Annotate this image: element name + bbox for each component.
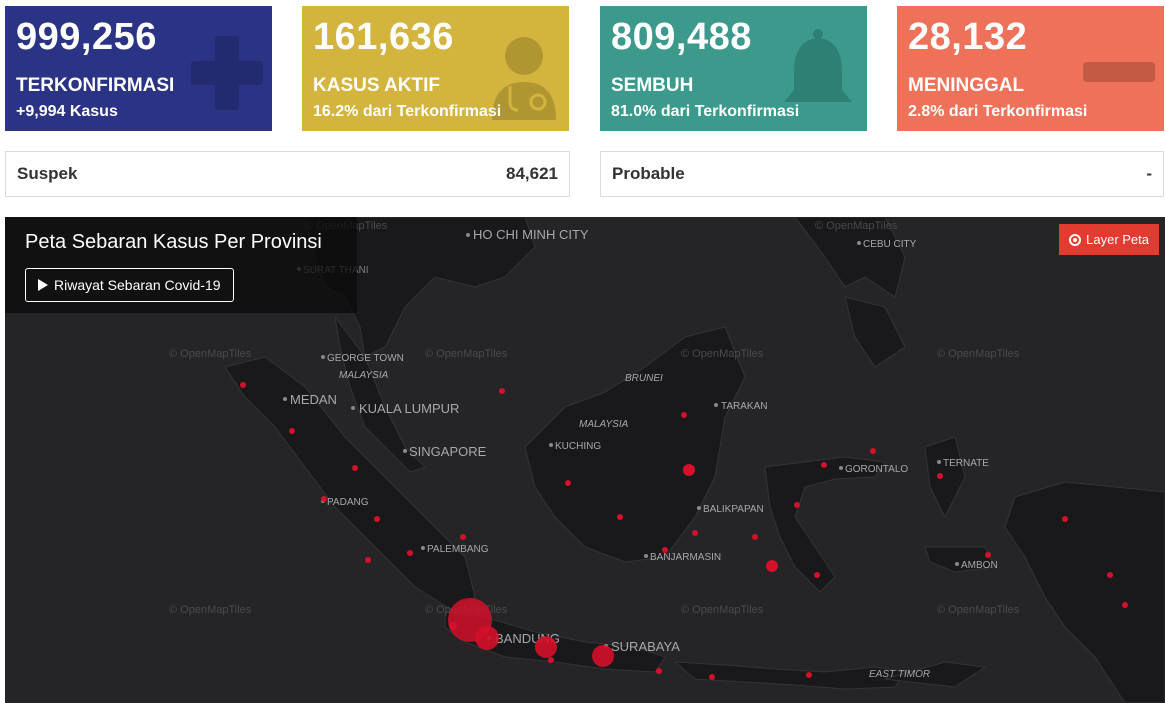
- map-attribution: © OpenMapTiles © OpenMapTiles © OpenMapT…: [169, 220, 1020, 616]
- svg-text:TARAKAN: TARAKAN: [721, 401, 768, 412]
- suspek-value: 84,621: [506, 164, 558, 183]
- svg-text:© OpenMapTiles: © OpenMapTiles: [937, 348, 1020, 360]
- svg-text:MALAYSIA: MALAYSIA: [579, 419, 629, 430]
- recovered-value: 809,488: [611, 16, 752, 58]
- doctor-icon: [492, 37, 556, 120]
- confirmed-value: 999,256: [16, 16, 157, 58]
- svg-text:© OpenMapTiles: © OpenMapTiles: [169, 348, 252, 360]
- probable-value: -: [1146, 164, 1152, 183]
- map-title: Peta Sebaran Kasus Per Provinsi: [25, 231, 322, 253]
- history-button-label: Riwayat Sebaran Covid-19: [54, 277, 221, 293]
- probable-row: Probable -: [600, 151, 1164, 197]
- stat-card-recovered: 809,488 SEMBUH 81.0% dari Terkonfirmasi: [600, 6, 867, 131]
- deaths-sub: 2.8% dari Terkonfirmasi: [908, 103, 1088, 120]
- bell-icon: [784, 29, 852, 102]
- play-icon: [38, 279, 48, 291]
- active-value: 161,636: [313, 16, 454, 58]
- svg-text:© OpenMapTiles: © OpenMapTiles: [169, 604, 252, 616]
- recovered-sub: 81.0% dari Terkonfirmasi: [611, 103, 800, 120]
- svg-text:GORONTALO: GORONTALO: [845, 464, 908, 475]
- case-map[interactable]: © OpenMapTiles © OpenMapTiles © OpenMapT…: [5, 217, 1165, 703]
- svg-text:AMBON: AMBON: [961, 560, 998, 571]
- svg-text:© OpenMapTiles: © OpenMapTiles: [815, 220, 898, 232]
- svg-text:GEORGE TOWN: GEORGE TOWN: [327, 353, 404, 364]
- deaths-value: 28,132: [908, 16, 1028, 58]
- svg-text:© OpenMapTiles: © OpenMapTiles: [681, 348, 764, 360]
- svg-text:HO CHI MINH CITY: HO CHI MINH CITY: [473, 227, 589, 242]
- landmasses: [224, 217, 1165, 703]
- active-sub: 16.2% dari Terkonfirmasi: [313, 103, 502, 120]
- svg-text:© OpenMapTiles: © OpenMapTiles: [937, 604, 1020, 616]
- svg-text:BALIKPAPAN: BALIKPAPAN: [703, 504, 764, 515]
- case-markers: [240, 382, 1128, 680]
- svg-text:TERNATE: TERNATE: [943, 458, 989, 469]
- svg-text:BANJARMASIN: BANJARMASIN: [650, 552, 721, 563]
- svg-text:PADANG: PADANG: [327, 497, 369, 508]
- suspek-row: Suspek 84,621: [5, 151, 570, 197]
- plus-icon: [191, 36, 263, 110]
- svg-text:SURABAYA: SURABAYA: [611, 639, 680, 654]
- svg-text:MEDAN: MEDAN: [290, 392, 337, 407]
- svg-text:KUALA LUMPUR: KUALA LUMPUR: [359, 401, 459, 416]
- stat-card-confirmed: 999,256 TERKONFIRMASI +9,994 Kasus: [5, 6, 272, 131]
- minus-icon: [1083, 62, 1155, 82]
- svg-text:EAST TIMOR: EAST TIMOR: [869, 669, 930, 680]
- map-canvas[interactable]: © OpenMapTiles © OpenMapTiles © OpenMapT…: [5, 217, 1165, 703]
- layers-icon: [1069, 233, 1082, 246]
- recovered-label: SEMBUH: [611, 75, 694, 96]
- svg-text:SINGAPORE: SINGAPORE: [409, 444, 487, 459]
- layer-button[interactable]: Layer Peta: [1059, 224, 1159, 255]
- deaths-label: MENINGGAL: [908, 75, 1025, 96]
- confirmed-label: TERKONFIRMASI: [16, 75, 175, 96]
- stat-card-deaths: 28,132 MENINGGAL 2.8% dari Terkonfirmasi: [897, 6, 1164, 131]
- probable-label: Probable: [612, 164, 685, 183]
- layer-button-label: Layer Peta: [1086, 232, 1149, 247]
- svg-text:PALEMBANG: PALEMBANG: [427, 544, 489, 555]
- svg-text:CEBU CITY: CEBU CITY: [863, 239, 917, 250]
- suspek-label: Suspek: [17, 164, 78, 183]
- stat-card-active: 161,636 KASUS AKTIF 16.2% dari Terkonfir…: [302, 6, 569, 131]
- svg-text:MALAYSIA: MALAYSIA: [339, 370, 389, 381]
- svg-text:© OpenMapTiles: © OpenMapTiles: [425, 348, 508, 360]
- svg-text:BRUNEI: BRUNEI: [625, 373, 663, 384]
- confirmed-sub: +9,994 Kasus: [16, 103, 118, 120]
- history-button[interactable]: Riwayat Sebaran Covid-19: [25, 268, 234, 302]
- svg-text:© OpenMapTiles: © OpenMapTiles: [681, 604, 764, 616]
- map-header-panel: Peta Sebaran Kasus Per Provinsi Riwayat …: [5, 217, 357, 313]
- active-label: KASUS AKTIF: [313, 75, 441, 96]
- svg-text:KUCHING: KUCHING: [555, 441, 601, 452]
